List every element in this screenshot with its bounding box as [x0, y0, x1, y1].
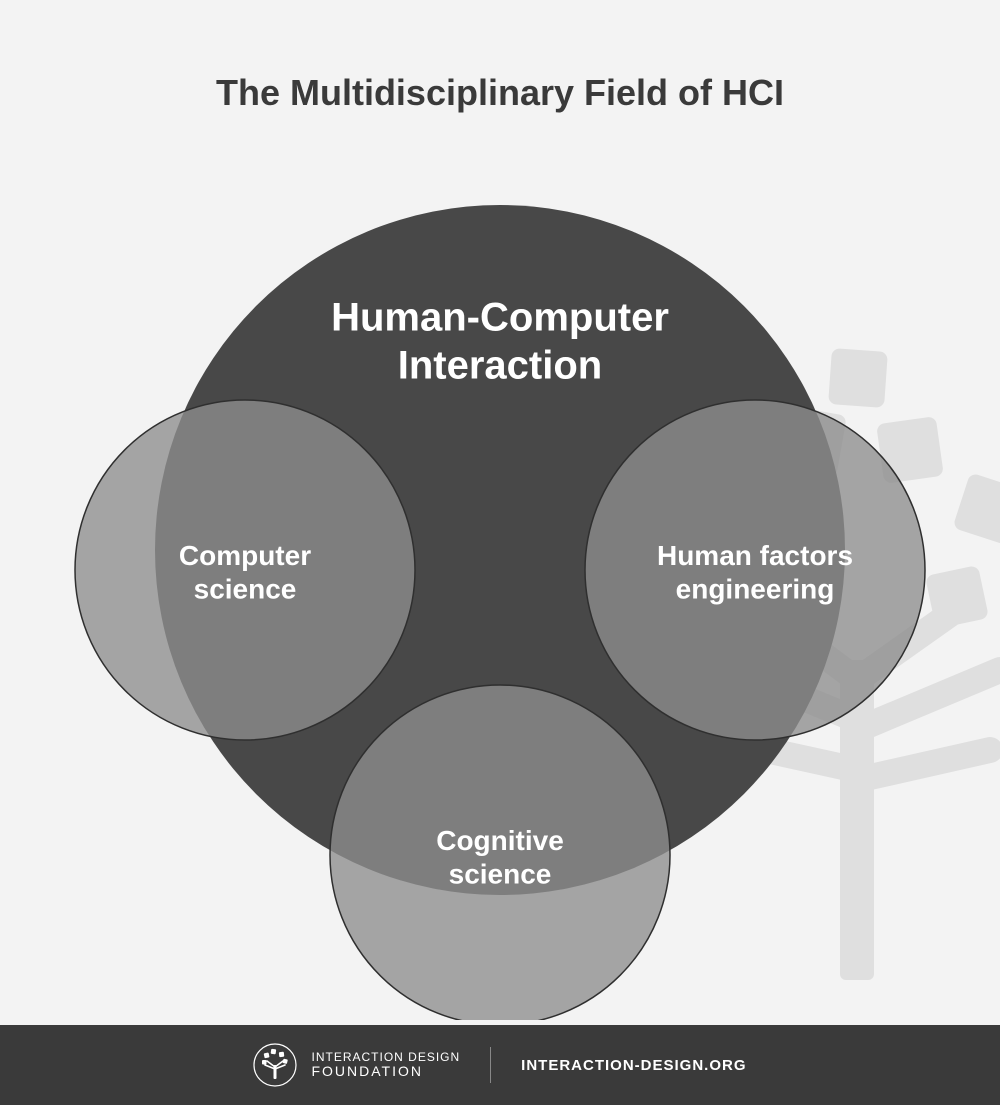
footer-separator — [490, 1047, 491, 1083]
sub-circle-human-factors: Human factorsengineering — [585, 400, 925, 740]
brand-line2: FOUNDATION — [311, 1064, 460, 1079]
svg-text:Human-Computer: Human-Computer — [331, 296, 669, 340]
sub-circle-computer-science: Computerscience — [75, 400, 415, 740]
infographic-canvas: The Multidisciplinary Field of HCI Human… — [0, 0, 1000, 1105]
svg-text:engineering: engineering — [676, 573, 835, 604]
footer-bar: INTERACTION DESIGN FOUNDATION INTERACTIO… — [0, 1025, 1000, 1105]
brand-tree-icon — [253, 1043, 297, 1087]
svg-text:Computer: Computer — [179, 540, 311, 571]
footer-url: INTERACTION-DESIGN.ORG — [521, 1057, 746, 1074]
venn-diagram: Human-Computer Interaction Computerscien… — [0, 0, 1000, 1020]
footer-brand: INTERACTION DESIGN FOUNDATION — [253, 1043, 460, 1087]
svg-text:Human factors: Human factors — [657, 540, 853, 571]
sub-circle-cognitive-science: Cognitivescience — [330, 685, 670, 1020]
svg-text:Interaction: Interaction — [398, 344, 602, 388]
svg-text:Cognitive: Cognitive — [436, 825, 564, 856]
svg-text:science: science — [449, 858, 552, 889]
svg-text:science: science — [194, 573, 297, 604]
brand-text: INTERACTION DESIGN FOUNDATION — [311, 1051, 460, 1078]
